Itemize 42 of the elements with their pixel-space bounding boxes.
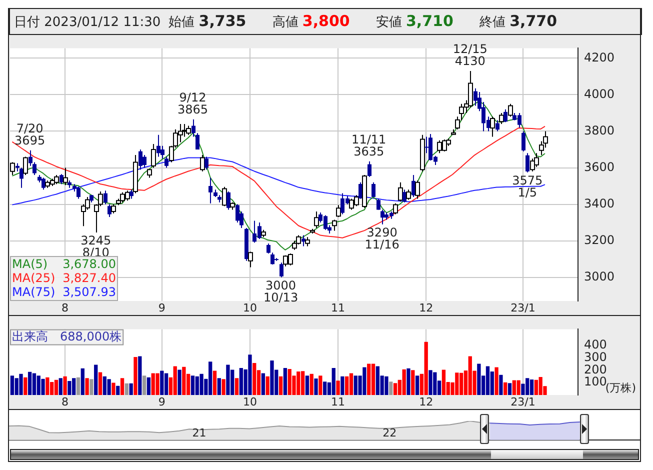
annotation: 11/11 3635 [352, 132, 386, 158]
text: 始値 3,735 [168, 12, 246, 30]
text: MA(75) 3,507.93 [12, 285, 116, 300]
x-tick-label: 21 [192, 426, 206, 440]
y-tick-label: 3600 [584, 160, 615, 174]
x-tick-label: 10 [242, 301, 257, 314]
x-tick-label: 23/1 [510, 301, 536, 314]
annotation: 3290 11/16 [364, 225, 400, 252]
text: MA(25) 3,827.40 [12, 271, 116, 286]
x-tick-label: 22 [382, 426, 397, 440]
annotation: 9/12 3865 [177, 90, 208, 117]
chart-title: 日付 2023/01/12 11:30 [14, 15, 161, 30]
x-tick-label: 9 [158, 395, 166, 408]
x-tick-label: 12 [419, 395, 434, 408]
text: 終値 3,770 [479, 12, 558, 30]
text: 安値 3,710 [376, 12, 454, 30]
y-tick-label: 300 [584, 350, 607, 364]
annotation: 7/20 3695 [14, 122, 46, 148]
x-tick-label: 8 [62, 301, 69, 314]
x-tick-label: 23/1 [510, 395, 536, 408]
x-tick-label: 12 [419, 301, 434, 314]
x-tick-label: 9 [158, 301, 166, 314]
x-tick-label: 11 [331, 301, 346, 314]
text: MA(5) 3,678.00 [12, 257, 116, 272]
y-tick-label: 4000 [584, 86, 615, 101]
chart-title: 出来高 688,000株 [12, 329, 122, 344]
y-tick-label: 4200 [584, 50, 615, 64]
y-tick-label: 3000 [584, 269, 615, 284]
y-tick-label: 100 [584, 374, 607, 389]
y-tick-label: 200 [584, 362, 607, 376]
y-tick-label: 3400 [584, 196, 615, 210]
x-tick-label: 8 [62, 395, 69, 408]
y-tick-label: 400 [584, 337, 607, 352]
annotation: 12/15 4130 [452, 42, 488, 68]
x-tick-label: 11 [331, 395, 346, 408]
y-tick-label: 3800 [584, 123, 615, 138]
annotation: 3000 10/13 [263, 278, 298, 304]
y-tick-label: 3200 [584, 232, 615, 247]
text: 高値 3,800 [272, 12, 350, 30]
annotation: 3575 1/5 [512, 173, 543, 200]
y-axis-title: (万株) [605, 381, 636, 394]
x-tick-label: 10 [242, 395, 257, 408]
